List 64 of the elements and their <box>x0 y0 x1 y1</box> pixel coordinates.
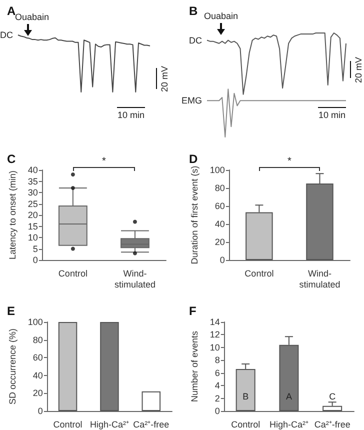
annotation: 10 min <box>318 110 346 120</box>
y-tick-label: 6 <box>214 368 220 378</box>
text: Ouabain <box>15 12 50 22</box>
y-tick-label: 10 <box>210 342 220 352</box>
y-tick-label: 15 <box>28 221 38 232</box>
series-label: DC <box>0 30 14 40</box>
y-tick-label: 14 <box>210 317 220 327</box>
y-axis-title: Number of events <box>190 330 200 402</box>
x-tick-label: Control <box>244 268 274 278</box>
y-axis-title: Duration of first event (s) <box>190 166 200 264</box>
y-tick-label: 100 <box>210 165 225 175</box>
y-tick-label: 100 <box>28 317 43 327</box>
chart-title: D <box>189 152 198 166</box>
y-tick-label: 10 <box>28 232 38 242</box>
text: * <box>288 156 292 167</box>
chart-title: B <box>189 4 198 18</box>
text: 20 mV <box>160 65 170 92</box>
x-tick-label: High-Ca²⁺ <box>90 420 129 430</box>
chart-title: C <box>7 152 16 166</box>
y-tick-label: 4 <box>214 380 220 391</box>
y-axis-title: SD occurrence (%) <box>8 328 18 405</box>
y-tick-label: 80 <box>214 183 225 193</box>
annotation: A <box>286 392 292 402</box>
y-tick-label: 20 <box>214 237 225 247</box>
annotation: B <box>242 392 249 402</box>
y-tick-label: 12 <box>210 330 220 340</box>
series-label: EMG <box>181 96 202 106</box>
x-tick-label: Ca²⁺-free <box>133 420 170 430</box>
chart-title: F <box>189 304 196 318</box>
chart-title: A <box>7 4 16 18</box>
y-tick-label: 0 <box>32 255 38 265</box>
y-tick-label: 0 <box>38 406 43 416</box>
text: 10 min <box>117 110 145 120</box>
x-tick-label: Control <box>58 268 88 278</box>
y-axis-title: Latency to onset (min) <box>8 170 18 260</box>
y-tick-label: 35 <box>28 176 38 186</box>
x-tick-label: Ca²⁺-free <box>314 420 350 430</box>
x-tick-label: Wind- stimulated <box>299 268 340 290</box>
text: * <box>102 156 106 167</box>
x-tick-label: High-Ca²⁺ <box>269 420 308 430</box>
y-tick-label: 60 <box>32 352 43 363</box>
text: 20 mV <box>354 56 364 83</box>
y-tick-label: 30 <box>28 188 38 198</box>
x-tick-label: Wind- stimulated <box>114 268 156 290</box>
y-tick-label: 40 <box>28 165 38 175</box>
y-tick-label: 20 <box>28 210 38 220</box>
x-tick-label: Control <box>231 420 260 430</box>
y-tick-label: 0 <box>214 406 220 416</box>
y-tick-label: 20 <box>32 388 43 398</box>
y-tick-label: 2 <box>214 393 220 404</box>
y-tick-label: 40 <box>32 370 43 380</box>
y-tick-label: 25 <box>28 198 38 209</box>
y-tick-label: 60 <box>214 201 225 211</box>
y-tick-label: 5 <box>32 244 38 254</box>
chart-title: E <box>7 304 16 318</box>
y-tick-label: 8 <box>214 355 220 366</box>
annotation: C <box>329 392 336 402</box>
y-tick-label: 0 <box>220 255 225 265</box>
bar <box>322 406 342 411</box>
y-tick-label: 80 <box>32 334 43 345</box>
y-tick-label: 40 <box>214 219 225 229</box>
text: Ouabain <box>204 11 238 21</box>
x-tick-label: Control <box>53 420 82 430</box>
series-label: DC <box>189 35 202 46</box>
